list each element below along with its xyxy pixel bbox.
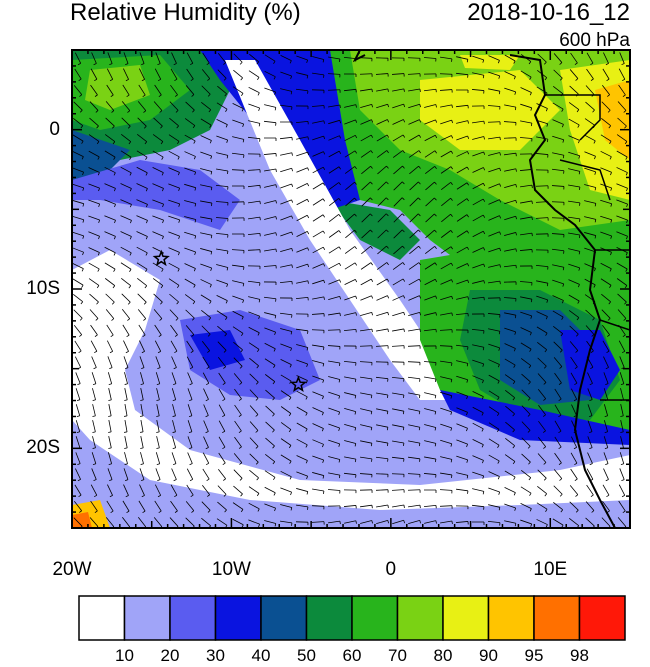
colorbar-swatch: [487, 595, 535, 641]
colorbar-swatch: [78, 595, 126, 641]
colorbar-swatch: [305, 595, 353, 641]
colorbar-swatch: [169, 595, 217, 641]
colorbar-swatch: [351, 595, 399, 641]
lat-label: 20S: [26, 437, 60, 459]
colorbar-label: 20: [160, 646, 180, 665]
lon-label: 10W: [211, 559, 251, 580]
colorbar-label: 70: [388, 646, 407, 665]
colorbar-label: 95: [524, 646, 544, 665]
lat-label: 10S: [26, 278, 60, 299]
star-marker: [152, 249, 170, 267]
valid-time: 2018-10-16_12: [467, 0, 630, 26]
colorbar-label: 40: [251, 646, 271, 665]
colorbar-label: 50: [297, 646, 316, 665]
colorbar-label: 98: [570, 646, 589, 665]
colorbar-label: 60: [342, 646, 362, 665]
colorbar-swatch: [396, 595, 444, 641]
colorbar-swatch: [533, 595, 581, 641]
star-marker: [289, 375, 308, 393]
colorbar-swatch: [123, 595, 171, 641]
lon-label: 10E: [533, 559, 568, 580]
colorbar: [78, 595, 626, 641]
colorbar-label: 90: [479, 646, 498, 665]
lon-label: 20W: [52, 559, 92, 580]
colorbar-swatch: [578, 595, 626, 641]
map-title: Relative Humidity (%): [70, 0, 301, 26]
pressure-level: 600 hPa: [559, 30, 630, 51]
wind-barbs: [72, 52, 628, 528]
lon-label: 0: [385, 559, 397, 580]
colorbar-swatch: [214, 595, 262, 641]
humidity-field: [72, 50, 630, 528]
colorbar-label: 10: [115, 646, 134, 665]
lat-label: 0: [49, 118, 60, 140]
colorbar-swatch: [260, 595, 308, 641]
colorbar-swatch: [442, 595, 490, 641]
colorbar-label: 30: [206, 646, 225, 665]
colorbar-label: 80: [433, 646, 453, 665]
